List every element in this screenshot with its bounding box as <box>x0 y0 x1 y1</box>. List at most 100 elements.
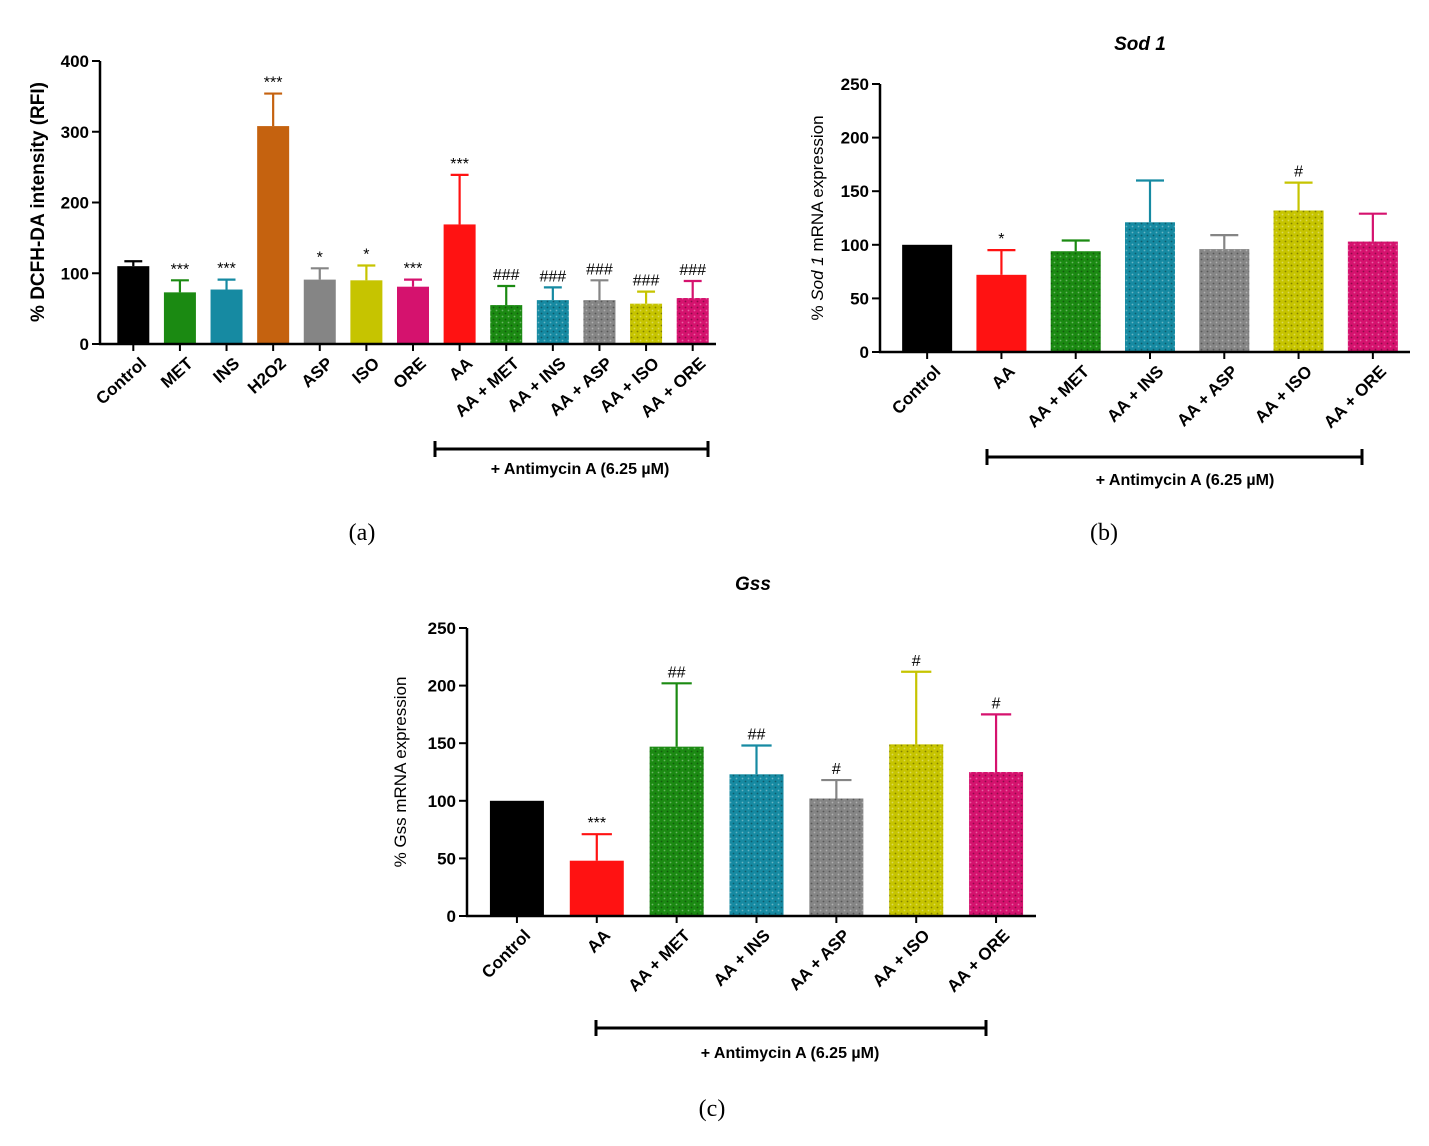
y-tick-label-b-3: 150 <box>841 182 869 201</box>
chart-c-bracket-label: + Antimycin A (6.25 µM) <box>701 1045 880 1062</box>
significance-label-b-5: # <box>1294 164 1303 181</box>
bar-b-0 <box>902 244 953 352</box>
chart-b: Sod 1 * # Control AA AA + MET AA + INS AA + A… <box>808 34 1410 546</box>
significance-label-a-5: * <box>363 246 369 263</box>
bar-pattern-b-3 <box>1125 222 1175 352</box>
chart-c-title: Gss <box>735 574 771 595</box>
bar-pattern-c-4 <box>809 798 864 916</box>
bar-pattern-a-9 <box>536 300 569 344</box>
y-tick-label-c-1: 50 <box>437 849 456 868</box>
bar-a-0 <box>117 266 150 344</box>
bar-pattern-b-2 <box>1050 251 1101 352</box>
chart-a-ylabel: % DCFH-DA intensity (RFI) <box>28 82 49 322</box>
y-tick-label-c-5: 250 <box>428 619 456 638</box>
significance-label-a-12: ### <box>679 262 706 279</box>
chart-b-bracket-label: + Antimycin A (6.25 µM) <box>1096 472 1275 489</box>
bar-b-1 <box>976 274 1027 352</box>
y-tick-label-c-4: 200 <box>428 677 456 696</box>
significance-label-a-10: ### <box>586 261 613 278</box>
significance-label-b-1: * <box>998 231 1004 248</box>
bar-pattern-a-10 <box>583 300 616 344</box>
bar-c-0 <box>489 800 544 916</box>
significance-label-a-1: *** <box>171 261 190 278</box>
x-tick-label-b-0: Control <box>888 362 944 418</box>
y-tick-label-c-3: 150 <box>428 734 456 753</box>
chart-b-title: Sod 1 <box>1114 34 1166 55</box>
x-tick-label-c-3: AA + INS <box>710 926 774 990</box>
bar-a-1 <box>163 292 196 344</box>
y-tick-label-a-1: 100 <box>61 264 89 283</box>
y-tick-label-c-0: 0 <box>447 907 456 926</box>
x-tick-label-c-0: Control <box>478 926 534 982</box>
x-tick-label-c-2: AA + MET <box>625 925 695 995</box>
x-tick-label-a-3: H2O2 <box>244 354 290 398</box>
chart-c-panel-label: (c) <box>699 1096 726 1122</box>
y-tick-label-a-4: 400 <box>61 52 89 71</box>
y-tick-label-a-2: 200 <box>61 194 89 213</box>
significance-label-a-6: *** <box>404 261 423 278</box>
x-tick-label-b-2: AA + MET <box>1024 361 1094 431</box>
x-tick-label-a-5: ISO <box>349 354 383 388</box>
x-tick-label-b-1: AA <box>988 362 1019 393</box>
x-tick-label-b-4: AA + ASP <box>1173 362 1241 430</box>
bar-pattern-a-12 <box>676 298 709 344</box>
bar-c-1 <box>569 860 624 916</box>
chart-a-panel-label: (a) <box>349 520 376 546</box>
x-tick-label-a-0: Control <box>92 354 150 409</box>
x-tick-label-a-2: INS <box>209 354 243 387</box>
y-tick-label-b-0: 0 <box>860 343 869 362</box>
bar-pattern-b-4 <box>1199 249 1250 352</box>
y-tick-label-b-2: 100 <box>841 236 869 255</box>
bar-pattern-b-6 <box>1347 241 1398 352</box>
bar-pattern-c-6 <box>969 772 1024 916</box>
x-tick-label-c-1: AA <box>583 926 614 957</box>
bar-pattern-c-2 <box>649 746 704 916</box>
bar-a-5 <box>350 280 383 344</box>
x-tick-label-a-4: ASP <box>298 354 337 392</box>
significance-label-a-9: ### <box>539 268 566 285</box>
significance-label-a-2: *** <box>217 261 236 278</box>
y-tick-label-b-4: 200 <box>841 129 869 148</box>
bar-a-2 <box>210 289 243 344</box>
significance-label-a-7: *** <box>450 156 469 173</box>
significance-label-a-8: ### <box>493 267 520 284</box>
bar-pattern-a-8 <box>490 305 523 344</box>
chart-a-bracket-label: + Antimycin A (6.25 µM) <box>491 461 670 478</box>
bar-pattern-c-5 <box>889 744 944 916</box>
significance-label-a-3: *** <box>264 75 283 92</box>
x-tick-label-c-5: AA + ISO <box>869 926 934 991</box>
x-tick-label-b-5: AA + ISO <box>1251 362 1316 427</box>
chart-b-ylabel: % Sod 1 mRNA expression <box>808 115 827 320</box>
significance-label-c-3: ## <box>748 727 766 744</box>
bar-pattern-a-11 <box>630 303 663 344</box>
significance-label-c-2: ## <box>668 664 686 681</box>
y-tick-label-b-5: 250 <box>841 75 869 94</box>
chart-a: *** ******* *******### ### ######### Control… <box>28 52 716 546</box>
bar-a-7 <box>443 224 476 344</box>
y-tick-label-a-3: 300 <box>61 123 89 142</box>
significance-label-c-1: *** <box>587 815 606 832</box>
x-tick-label-c-4: AA + ASP <box>785 926 853 994</box>
chart-c-ylabel: % Gss mRNA expression <box>391 677 410 868</box>
chart-c: Gss ***####### Control AA AA + MET AA + INS… <box>391 574 1036 1122</box>
y-tick-label-c-2: 100 <box>428 792 456 811</box>
bar-a-4 <box>303 279 336 344</box>
significance-label-c-4: # <box>832 761 841 778</box>
x-tick-label-a-6: ORE <box>390 354 430 393</box>
significance-label-c-5: # <box>912 653 921 670</box>
chart-b-panel-label: (b) <box>1090 520 1118 546</box>
x-tick-label-b-6: AA + ORE <box>1320 362 1390 432</box>
significance-label-a-11: ### <box>633 273 660 290</box>
bar-pattern-c-3 <box>729 774 784 916</box>
bar-a-3 <box>257 126 290 344</box>
x-tick-label-a-1: MET <box>157 353 197 392</box>
y-tick-label-b-1: 50 <box>850 289 869 308</box>
significance-label-c-6: # <box>992 695 1001 712</box>
y-tick-label-a-0: 0 <box>80 335 89 354</box>
x-tick-label-b-3: AA + INS <box>1103 362 1167 426</box>
significance-label-a-4: * <box>317 249 323 266</box>
bar-a-6 <box>397 286 429 344</box>
x-tick-label-c-6: AA + ORE <box>943 926 1013 996</box>
bar-pattern-b-5 <box>1273 210 1324 352</box>
